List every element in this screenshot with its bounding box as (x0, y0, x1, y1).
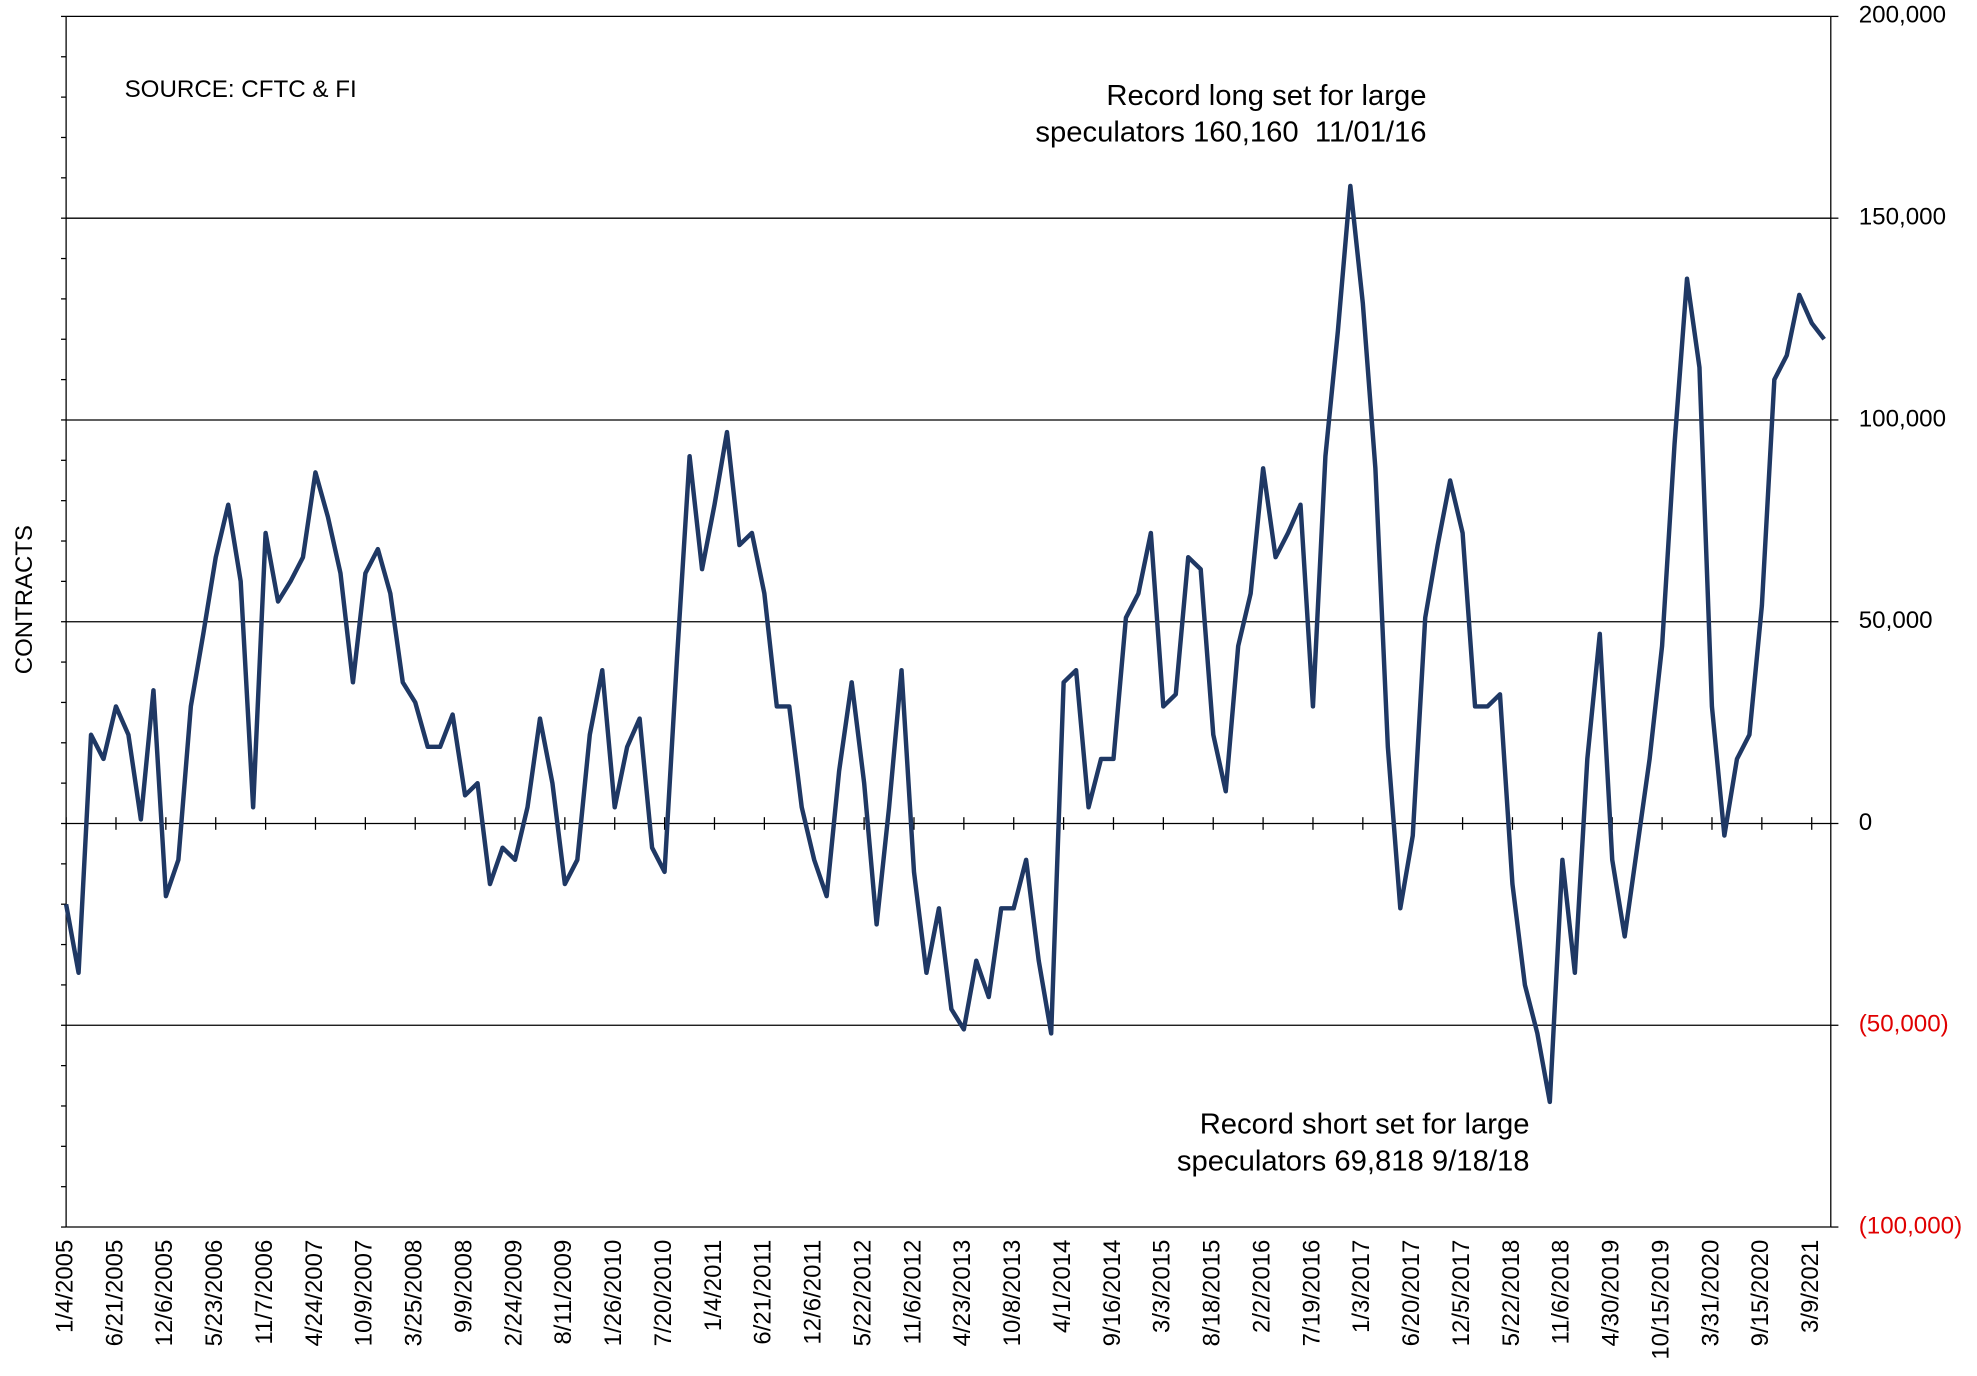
x-tick-label: 1/4/2011 (700, 1240, 727, 1332)
x-tick-label: 3/25/2008 (401, 1240, 428, 1347)
annotation: speculators 160,160 11/01/16 (1035, 117, 1426, 149)
x-tick-label: 7/19/2016 (1298, 1240, 1325, 1347)
annotation: SOURCE: CFTC & FI (125, 76, 357, 103)
x-tick-label: 12/6/2011 (800, 1240, 827, 1345)
x-tick-label: 5/22/2018 (1498, 1240, 1525, 1347)
x-tick-label: 4/24/2007 (301, 1240, 328, 1347)
x-tick-label: 7/20/2010 (650, 1240, 677, 1347)
y-tick-label: 0 (1859, 809, 1872, 836)
data-line (63, 183, 1826, 1105)
x-tick-label: 5/23/2006 (201, 1240, 228, 1347)
x-tick-label: 4/23/2013 (949, 1240, 976, 1347)
x-tick-label: 11/7/2006 (251, 1240, 278, 1345)
annotation: Record short set for large (1200, 1109, 1530, 1141)
y-tick-label: 200,000 (1859, 2, 1946, 29)
x-tick-label: 3/9/2021 (1797, 1240, 1824, 1333)
x-tick-label: 9/16/2014 (1099, 1240, 1126, 1347)
x-tick-label: 8/11/2009 (550, 1240, 577, 1345)
x-tick-label: 10/9/2007 (351, 1240, 378, 1347)
y-tick-label: 100,000 (1859, 405, 1946, 432)
x-tick-label: 1/26/2010 (600, 1240, 627, 1347)
x-tick-label: 1/4/2005 (51, 1240, 78, 1333)
x-tick-label: 11/6/2012 (899, 1240, 926, 1345)
y-tick-label: (50,000) (1859, 1011, 1949, 1038)
x-tick-label: 9/9/2008 (450, 1240, 477, 1333)
y-tick-label: 50,000 (1859, 607, 1933, 634)
x-tick-label: 4/1/2014 (1049, 1240, 1076, 1333)
x-tick-label: 11/6/2018 (1548, 1240, 1575, 1345)
x-tick-label: 9/15/2020 (1747, 1240, 1774, 1347)
x-tick-label: 5/22/2012 (849, 1240, 876, 1347)
x-tick-label: 3/31/2020 (1697, 1240, 1724, 1347)
x-tick-label: 10/15/2019 (1647, 1240, 1674, 1360)
x-tick-label: 3/3/2015 (1149, 1240, 1176, 1333)
x-tick-label: 6/21/2005 (101, 1240, 128, 1347)
x-tick-label: 6/20/2017 (1398, 1240, 1425, 1347)
annotation: Record long set for large (1106, 80, 1426, 112)
x-tick-label: 10/8/2013 (999, 1240, 1026, 1347)
x-tick-label: 2/24/2009 (500, 1240, 527, 1347)
y-tick-label: 150,000 (1859, 204, 1946, 231)
x-tick-label: 8/18/2015 (1199, 1240, 1226, 1347)
x-tick-label: 12/5/2017 (1448, 1240, 1475, 1347)
y-axis-label: CONTRACTS (11, 525, 38, 674)
x-tick-label: 6/21/2011 (750, 1240, 777, 1345)
x-tick-label: 12/6/2005 (151, 1240, 178, 1347)
x-tick-label: 1/3/2017 (1348, 1240, 1375, 1333)
annotation: speculators 69,818 9/18/18 (1177, 1145, 1530, 1177)
x-tick-label: 2/2/2016 (1248, 1240, 1275, 1333)
x-tick-label: 4/30/2019 (1598, 1240, 1625, 1347)
y-tick-label: (100,000) (1859, 1212, 1962, 1239)
